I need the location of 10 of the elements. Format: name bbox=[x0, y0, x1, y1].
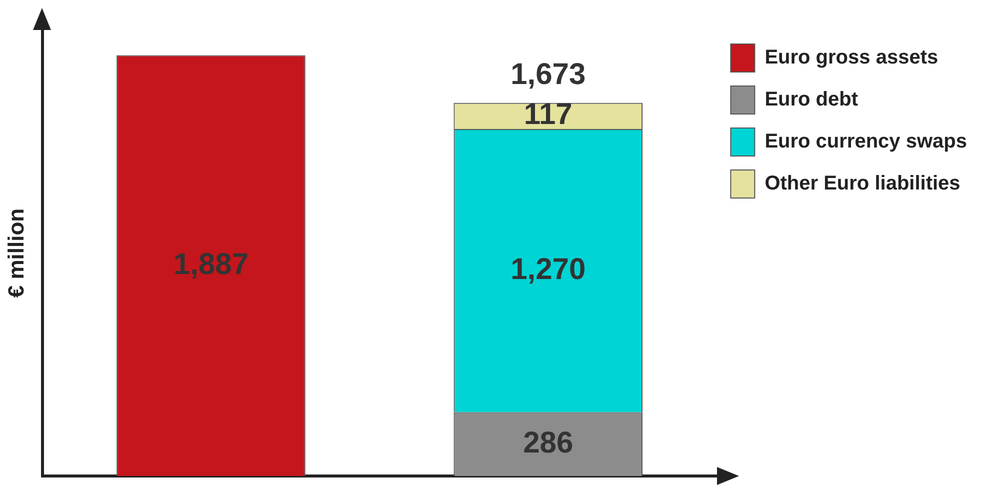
total-label: 1,673 bbox=[510, 58, 586, 92]
legend-label: Euro gross assets bbox=[764, 46, 938, 69]
data-label: 1,887 bbox=[173, 248, 249, 281]
data-label: 286 bbox=[523, 426, 574, 460]
legend-label: Euro debt bbox=[764, 88, 858, 111]
data-label: 117 bbox=[524, 98, 572, 132]
legend-label: Euro currency swaps bbox=[764, 130, 968, 153]
y-axis-title: € million bbox=[3, 208, 28, 298]
legend-label: Other Euro liabilities bbox=[764, 172, 960, 195]
data-label: 1,270 bbox=[510, 252, 586, 286]
